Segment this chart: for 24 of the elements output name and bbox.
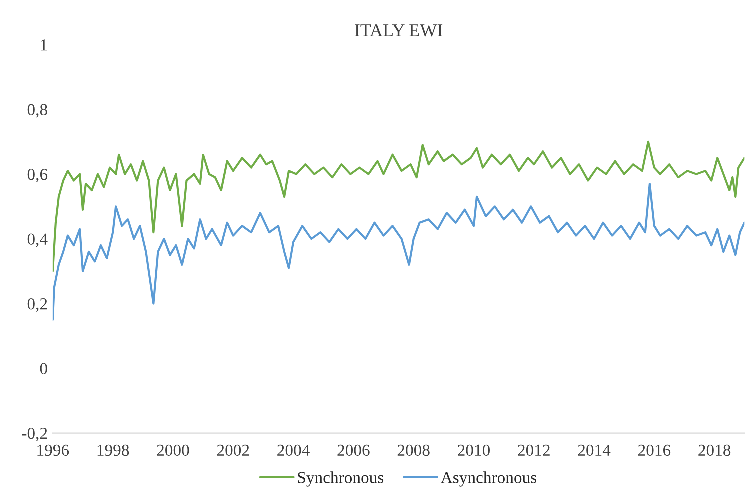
y-tick-label: 0,8	[28, 104, 48, 118]
x-tick-label: 1996	[38, 444, 70, 456]
y-tick-label: -0,2	[22, 428, 48, 442]
x-tick-label: 1998	[98, 444, 130, 456]
y-tick-label: 0,6	[28, 169, 48, 183]
y-tick-label: 0,4	[28, 234, 48, 248]
legend-label: Asynchronous	[440, 472, 537, 487]
x-tick-label: 2010	[458, 444, 490, 456]
x-tick-label: 2014	[578, 444, 611, 456]
x-tick-label: 2018	[698, 444, 731, 456]
chart-title: ITALY EWI	[355, 24, 443, 37]
x-tick-label: 2012	[518, 444, 550, 456]
line-series	[52, 140, 745, 272]
x-tick-label: 2000	[157, 444, 190, 456]
x-tick-label: 2002	[217, 444, 250, 456]
x-tick-label: 2004	[278, 444, 310, 456]
y-tick-label: 0	[40, 363, 48, 374]
x-tick-label: 2006	[338, 444, 370, 456]
y-tick-label: 0,2	[28, 298, 48, 312]
y-tick-label: 1	[41, 40, 48, 51]
legend-label: Synchronous	[298, 472, 384, 487]
x-tick-label: 2016	[638, 444, 671, 456]
line-series	[52, 182, 745, 322]
x-tick-label: 2008	[398, 444, 430, 456]
